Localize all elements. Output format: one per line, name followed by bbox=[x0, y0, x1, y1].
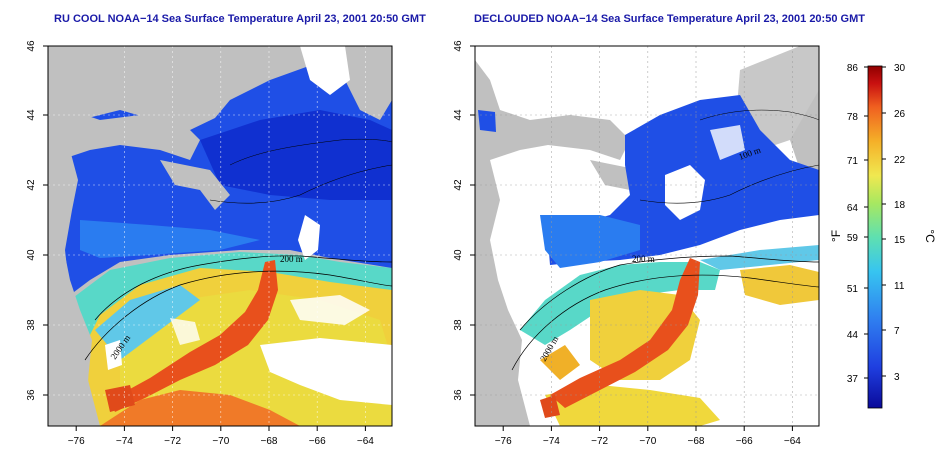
x-tick-label: −64 bbox=[784, 436, 801, 447]
x-tick-label: −76 bbox=[495, 436, 512, 447]
colorbar-c-tick: 18 bbox=[894, 200, 906, 211]
celsius-unit-label: °C bbox=[923, 229, 937, 243]
isobath-200m bbox=[519, 255, 819, 331]
left-map-title: RU COOL NOAA−14 Sea Surface Temperature … bbox=[54, 13, 426, 25]
y-tick-label: 44 bbox=[453, 109, 464, 121]
fahrenheit-scale: 86 78 71 64 59 51 44 37 °F bbox=[829, 63, 868, 385]
y-tick-label: 38 bbox=[453, 319, 464, 331]
colorbar-f-tick: 59 bbox=[847, 233, 859, 244]
y-tick-label: 46 bbox=[26, 40, 37, 52]
right-map-frame bbox=[474, 45, 820, 427]
left-y-axis: 36 38 40 42 44 46 bbox=[26, 40, 48, 401]
x-tick-label: −68 bbox=[688, 436, 705, 447]
gulf-stream bbox=[550, 258, 700, 408]
isobath-200m bbox=[94, 255, 392, 321]
right-y-axis: 36 38 40 42 44 46 bbox=[453, 40, 475, 401]
land-area bbox=[475, 46, 630, 426]
left-x-axis: −76 −74 −72 −70 −68 −66 −64 bbox=[68, 426, 374, 447]
fahrenheit-unit-label: °F bbox=[829, 230, 843, 242]
y-tick-label: 36 bbox=[453, 389, 464, 401]
x-tick-label: −74 bbox=[116, 436, 133, 447]
colorbar-f-tick: 71 bbox=[847, 156, 859, 167]
right-x-axis: −76 −74 −72 −70 −68 −66 −64 bbox=[495, 426, 801, 447]
colorbar-f-tick: 44 bbox=[847, 330, 859, 341]
temperature-colorbar: 86 78 71 64 59 51 44 37 °F 30 26 22 18 1… bbox=[829, 63, 937, 409]
isobath-100m bbox=[639, 164, 819, 204]
left-map-panel: 200 m 2000 m −76 −74 −72 −70 −68 −66 −64 bbox=[26, 40, 393, 447]
contour-label-200m: 200 m bbox=[632, 254, 655, 264]
y-tick-label: 46 bbox=[453, 40, 464, 52]
colorbar-c-tick: 22 bbox=[894, 155, 906, 166]
colorbar-gradient bbox=[867, 65, 883, 409]
x-tick-label: −70 bbox=[212, 436, 229, 447]
right-map-title: DECLOUDED NOAA−14 Sea Surface Temperatur… bbox=[474, 13, 865, 25]
y-tick-label: 44 bbox=[26, 109, 37, 121]
colorbar-c-tick: 11 bbox=[894, 281, 905, 292]
celsius-scale: 30 26 22 18 15 11 7 3 °C bbox=[882, 63, 937, 383]
colorbar-f-tick: 78 bbox=[847, 112, 859, 123]
right-map-panel: 200 m 2000 m 100 m −76 −74 −72 −70 −68 −… bbox=[453, 40, 820, 447]
y-tick-label: 42 bbox=[26, 179, 37, 191]
contour-label-200m: 200 m bbox=[280, 254, 303, 264]
colorbar-c-tick: 7 bbox=[894, 326, 900, 337]
x-tick-label: −64 bbox=[357, 436, 374, 447]
y-tick-label: 40 bbox=[453, 249, 464, 261]
cloud-area bbox=[260, 338, 392, 405]
colorbar-c-tick: 15 bbox=[894, 235, 906, 246]
slope-water bbox=[520, 262, 720, 345]
x-tick-label: −72 bbox=[591, 436, 608, 447]
y-tick-label: 40 bbox=[26, 249, 37, 261]
y-tick-label: 36 bbox=[26, 389, 37, 401]
x-tick-label: −68 bbox=[261, 436, 278, 447]
lat-lon-grid bbox=[475, 46, 819, 426]
colorbar-c-tick: 26 bbox=[894, 109, 906, 120]
y-tick-label: 38 bbox=[26, 319, 37, 331]
colorbar-f-tick: 51 bbox=[847, 284, 859, 295]
x-tick-label: −76 bbox=[68, 436, 85, 447]
colorbar-c-tick: 3 bbox=[894, 372, 900, 383]
colorbar-f-tick: 64 bbox=[847, 203, 859, 214]
colorbar-f-tick: 86 bbox=[847, 63, 859, 74]
x-tick-label: −66 bbox=[736, 436, 753, 447]
isobath-100m bbox=[209, 164, 392, 204]
x-tick-label: −74 bbox=[543, 436, 560, 447]
colorbar-c-tick: 30 bbox=[894, 63, 906, 74]
slope-water bbox=[70, 252, 392, 345]
y-tick-label: 42 bbox=[453, 179, 464, 191]
x-tick-label: −66 bbox=[309, 436, 326, 447]
x-tick-label: −70 bbox=[639, 436, 656, 447]
isobath-2000m bbox=[511, 274, 819, 371]
isobath-2000m bbox=[84, 270, 392, 361]
lat-lon-grid bbox=[48, 46, 392, 426]
colorbar-f-tick: 37 bbox=[847, 374, 859, 385]
left-map-frame bbox=[47, 45, 393, 427]
x-tick-label: −72 bbox=[164, 436, 181, 447]
